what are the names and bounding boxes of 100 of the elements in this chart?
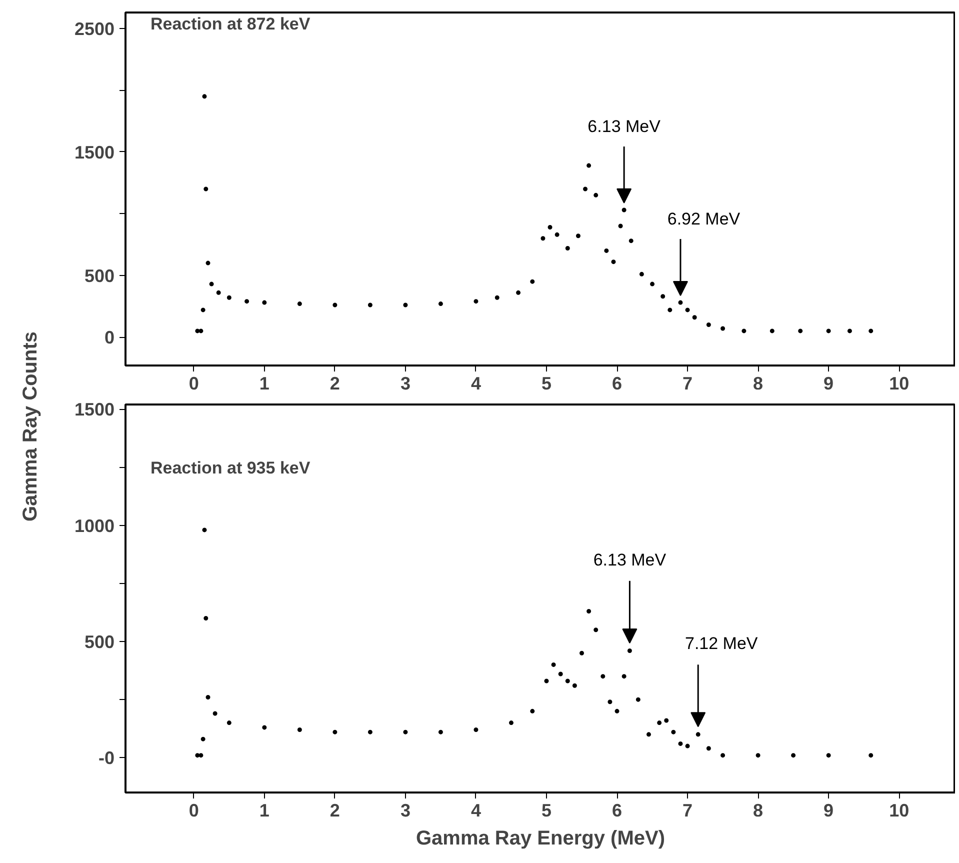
x-tick-label: 4 [470,800,481,820]
point [565,678,570,684]
y-tick-label: 500 [84,632,115,652]
point [508,720,514,726]
y-tick-label: 2500 [74,19,115,40]
point [297,728,302,732]
point [540,236,546,241]
point [200,736,206,742]
point [530,708,535,714]
point [438,730,443,734]
point [209,282,214,286]
point [544,678,549,684]
point [586,609,592,614]
point [554,232,560,237]
point [551,662,556,667]
point [580,650,584,656]
point [868,328,874,334]
point [685,308,690,312]
x-tick-label: 6 [612,374,622,394]
point [770,328,774,334]
point [639,272,644,276]
x-tick-label: 5 [541,800,552,820]
point [622,674,626,679]
x-tick-label: 10 [889,374,910,394]
point [530,279,535,284]
point [742,328,746,334]
x-tick-label: 2 [330,374,340,394]
point [368,302,372,308]
x-tick-label: 3 [400,800,410,820]
point [244,299,250,304]
x-axis-title: Gamma Ray Energy (MeV) [416,828,665,850]
x-tick-label: 1 [259,800,270,820]
x-tick-label: 0 [188,800,199,820]
point [660,294,666,299]
point [627,648,632,654]
point [583,186,588,192]
point [206,694,210,700]
x-tick-label: 10 [889,800,910,820]
point [216,290,221,295]
point [628,238,634,244]
point [332,730,338,734]
point [720,753,726,758]
point [438,302,443,306]
point [618,224,623,228]
point [657,720,662,726]
point [403,302,408,308]
point [297,302,302,306]
point [608,700,612,704]
y-tick-label: 1500 [74,400,115,420]
annotation: 7.12 MeV [684,634,758,653]
annotation: 6.13 MeV [588,116,662,136]
point [646,732,651,737]
y-axis-title: Gamma Ray Counts [20,331,42,522]
y-tick-label: -0 [98,748,115,768]
point [548,225,552,230]
point [636,697,640,702]
point [576,234,580,238]
point [696,732,700,737]
point [668,308,672,312]
x-tick-label: 9 [824,374,834,394]
chart-title: Reaction at 872 keV [150,14,311,34]
x-tick-label: 6 [612,800,622,820]
point [474,299,478,304]
point [226,720,232,726]
point [494,295,500,300]
point [826,328,831,334]
point [706,322,711,328]
x-tick-label: 5 [541,374,552,394]
point [791,753,796,758]
point [650,282,655,286]
point [204,616,208,620]
point [195,328,200,334]
x-tick-label: 7 [682,800,693,820]
x-tick-label: 8 [753,374,764,394]
x-tick-label: 8 [753,800,764,820]
point [206,260,210,266]
point [586,163,592,168]
point [198,753,204,758]
point [614,708,620,714]
x-tick-label: 7 [682,374,693,394]
x-tick-label: 3 [400,374,410,394]
x-tick-label: 4 [470,374,481,394]
y-tick-label: 0 [104,328,115,348]
y-tick-label: 1500 [74,142,115,162]
x-tick-label: 1 [259,374,270,394]
point [403,730,408,734]
point [756,753,760,758]
point [204,186,208,192]
point [685,744,690,748]
point [678,300,683,305]
point [604,248,609,253]
point [516,290,521,295]
point [212,711,218,716]
x-tick-label: 0 [188,374,199,394]
point [198,328,204,334]
point [678,741,683,746]
point [692,315,697,320]
point [262,300,267,305]
text: Reaction at 935 keV [150,458,311,478]
point [200,308,206,312]
